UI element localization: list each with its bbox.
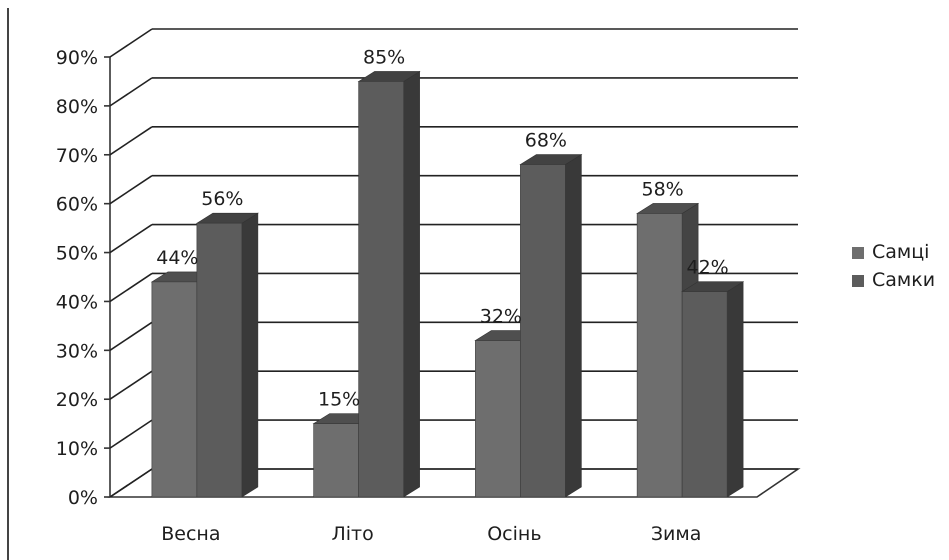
gridline-side: [109, 223, 153, 254]
gridline-side: [109, 77, 153, 107]
legend: Самці Самки: [852, 241, 935, 291]
bars: [150, 70, 745, 498]
y-tick-label: 30%: [56, 340, 98, 362]
gridline-side: [109, 468, 153, 498]
y-tick-label: 60%: [56, 194, 98, 216]
x-axis-labels: Весна Літо Осінь Зима: [161, 523, 701, 545]
y-tick-label: 80%: [56, 96, 98, 118]
bar-side: [565, 154, 582, 498]
bar-side: [403, 70, 420, 498]
y-tick-label: 90%: [56, 47, 98, 69]
bar-side: [241, 212, 259, 498]
data-label: 85%: [363, 46, 405, 68]
data-label: 15%: [318, 389, 360, 411]
y-tick-label: 10%: [56, 438, 98, 460]
data-label: 68%: [525, 130, 567, 152]
bar: [151, 281, 198, 498]
bar: [681, 291, 728, 498]
data-label: 42%: [687, 257, 729, 279]
data-label: 44%: [156, 247, 198, 269]
gridline-side: [109, 28, 153, 58]
y-tick-label: 50%: [56, 243, 98, 265]
gridline-side: [109, 370, 153, 400]
y-tick-label: 70%: [56, 145, 98, 167]
data-label: 56%: [201, 188, 243, 210]
bar: [636, 213, 683, 498]
bar: [313, 423, 359, 498]
y-tick-label: 40%: [56, 291, 98, 313]
y-axis-ticks: 0% 10% 20% 30% 40% 50% 60% 70% 80% 90%: [56, 47, 110, 509]
legend-swatch: [852, 275, 864, 287]
legend-label: Самки: [872, 269, 935, 291]
y-tick-label: 0%: [68, 487, 98, 509]
bar: [196, 222, 243, 498]
gridline-side: [109, 419, 153, 449]
gridline-side: [109, 126, 153, 156]
bar-side: [726, 281, 744, 498]
gridline-side: [109, 272, 153, 303]
gridline-side: [109, 175, 153, 205]
bar: [520, 164, 566, 498]
x-tick-label: Літо: [331, 523, 373, 545]
x-tick-label: Осінь: [487, 523, 541, 545]
y-tick-label: 20%: [56, 389, 98, 411]
bar: [475, 340, 521, 498]
gridline-side: [109, 321, 153, 351]
legend-label: Самці: [872, 241, 929, 263]
data-label: 58%: [642, 178, 684, 200]
x-tick-label: Весна: [161, 523, 220, 545]
data-label: 32%: [480, 306, 522, 328]
data-labels: 44% 56% 15% 85% 32% 68% 58% 42%: [156, 46, 728, 410]
bar: [358, 81, 404, 498]
x-tick-label: Зима: [651, 523, 702, 545]
legend-swatch: [852, 247, 864, 259]
